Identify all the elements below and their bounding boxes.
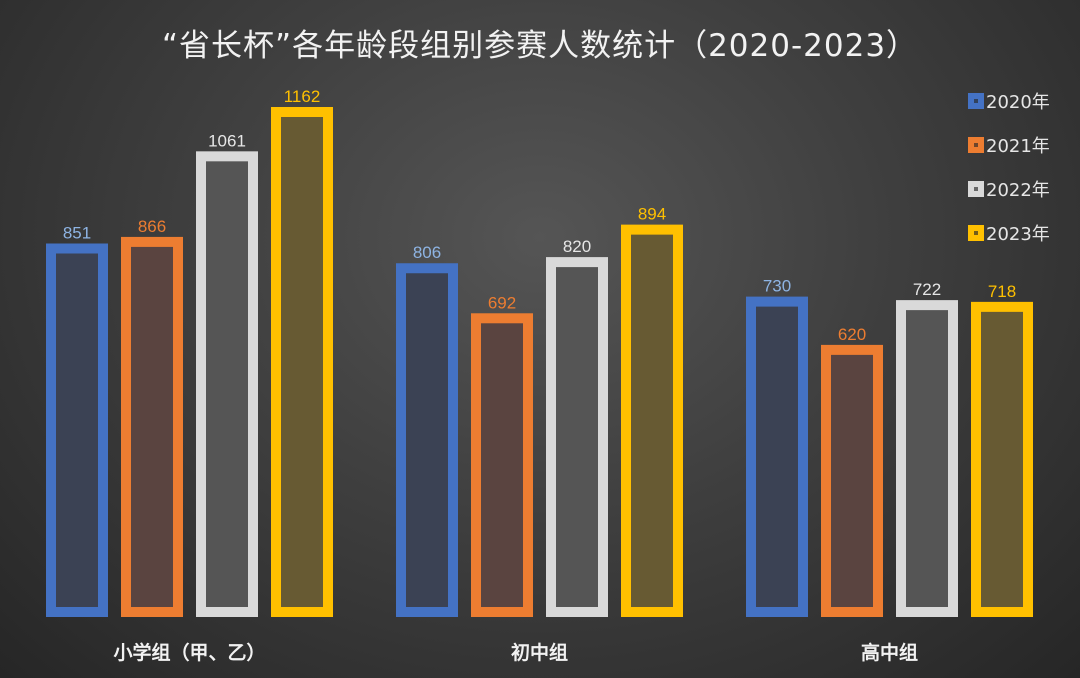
chart-legend: 2020年 2021年 2022年 2023年 bbox=[968, 90, 1050, 266]
data-label-2020年-1: 806 bbox=[413, 243, 441, 262]
legend-swatch-2022 bbox=[968, 181, 984, 197]
bar-2022年-1 bbox=[546, 257, 608, 617]
legend-item-2021: 2021年 bbox=[968, 134, 1050, 157]
bar-2021年-2 bbox=[821, 344, 883, 617]
chart-title: “省长杯”各年龄段组别参赛人数统计（2020-2023） bbox=[161, 28, 919, 64]
bar-2021年-0 bbox=[121, 236, 183, 617]
bar-2022年-0 bbox=[196, 151, 258, 618]
bar-2022年-2 bbox=[896, 300, 958, 617]
legend-swatch-2021 bbox=[968, 137, 984, 153]
legend-item-2023: 2023年 bbox=[968, 222, 1050, 245]
data-label-2023年-2: 718 bbox=[988, 282, 1016, 301]
bar-2023年-1 bbox=[621, 224, 683, 617]
category-label-2: 高中组 bbox=[861, 641, 918, 664]
data-label-2021年-2: 620 bbox=[838, 325, 866, 344]
bar-2020年-0 bbox=[46, 243, 108, 618]
data-label-2021年-0: 866 bbox=[138, 217, 166, 236]
bar-2023年-0 bbox=[271, 107, 333, 617]
legend-swatch-2023 bbox=[968, 225, 984, 241]
data-label-2023年-0: 1162 bbox=[284, 87, 321, 106]
bar-2023年-2 bbox=[971, 301, 1033, 617]
bar-2021年-1 bbox=[471, 313, 533, 617]
legend-item-2022: 2022年 bbox=[968, 178, 1050, 201]
data-label-2022年-0: 1061 bbox=[208, 131, 246, 150]
legend-label-2020: 2020年 bbox=[986, 92, 1050, 113]
data-label-2023年-1: 894 bbox=[638, 205, 666, 224]
category-label-1: 初中组 bbox=[511, 641, 568, 664]
bar-2020年-1 bbox=[396, 263, 458, 617]
category-label-0: 小学组（甲、乙） bbox=[113, 641, 265, 664]
legend-label-2023: 2023年 bbox=[986, 224, 1050, 245]
bar-2020年-2 bbox=[746, 296, 808, 617]
legend-swatch-2020 bbox=[968, 93, 984, 109]
data-label-2020年-2: 730 bbox=[763, 277, 791, 296]
data-label-2022年-1: 820 bbox=[563, 237, 591, 256]
data-label-2022年-2: 722 bbox=[913, 280, 941, 299]
data-label-2021年-1: 692 bbox=[488, 293, 516, 312]
data-label-2020年-0: 851 bbox=[63, 223, 91, 242]
legend-label-2022: 2022年 bbox=[986, 180, 1050, 201]
legend-item-2020: 2020年 bbox=[968, 90, 1050, 113]
legend-label-2021: 2021年 bbox=[986, 136, 1050, 157]
